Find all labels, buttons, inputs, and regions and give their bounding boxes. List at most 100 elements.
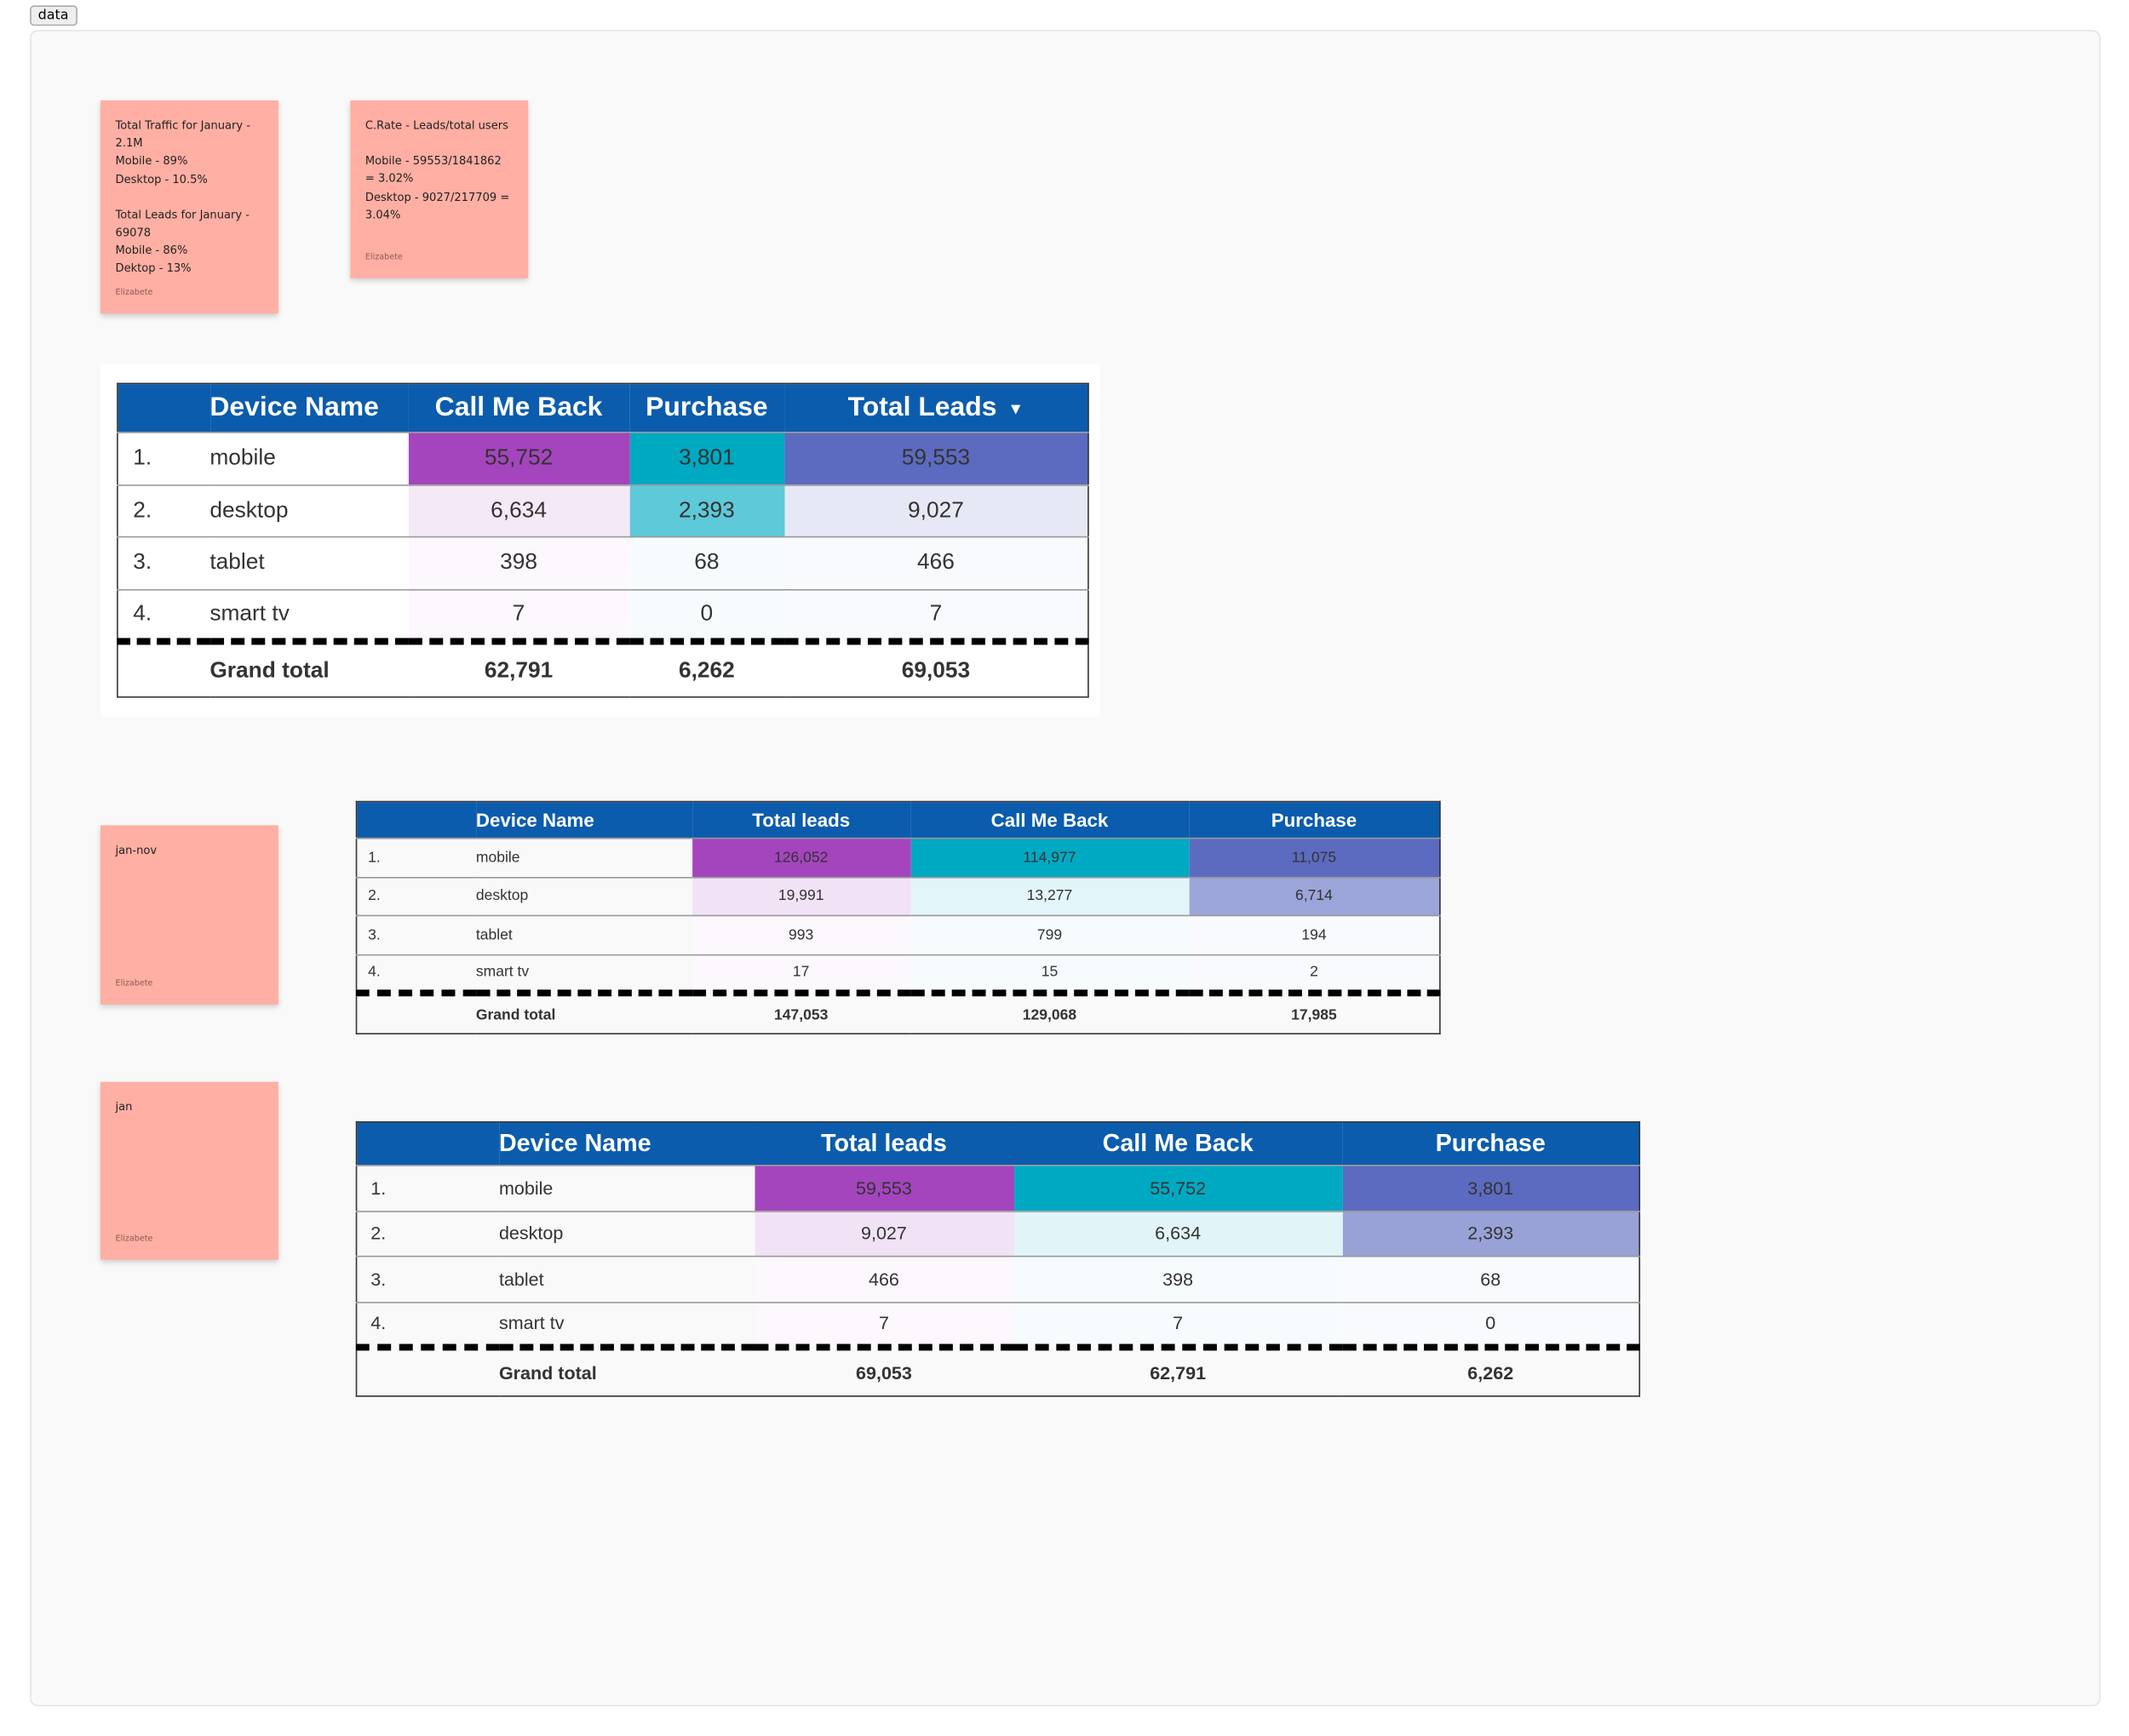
note-paragraph: Mobile - 59553/1841862 = 3.02% Desktop - …: [365, 152, 514, 224]
column-header: Call Me Back: [1013, 1121, 1343, 1166]
device-cell: mobile: [498, 1165, 755, 1212]
rank-cell: 4.: [356, 954, 476, 994]
value-cell: 3,801: [1342, 1165, 1640, 1212]
header-row: Device Name Total leads Call Me Back Purcha…: [356, 801, 1440, 839]
device-cell: tablet: [498, 1255, 755, 1303]
value-cell: 398: [1013, 1255, 1343, 1303]
device-cell: desktop: [209, 484, 409, 537]
data-row: 1. mobile 59,553 55,752 3,801: [356, 1165, 1640, 1212]
column-header: Purchase: [1188, 801, 1440, 839]
total-value: 17,985: [1188, 989, 1440, 1034]
sticky-note: jan Elizabete: [100, 1081, 278, 1260]
rank-cell: 2.: [117, 484, 210, 537]
device-cell: smart tv: [498, 1301, 755, 1348]
total-row: Grand total 147,053 129,068 17,985: [356, 989, 1440, 1034]
column-header: Device Name: [498, 1121, 755, 1166]
value-cell: 11,075: [1188, 837, 1440, 877]
tab[interactable]: data: [30, 5, 77, 26]
data-row: 4. smart tv 7 7 0: [356, 1301, 1640, 1348]
device-cell: desktop: [498, 1210, 755, 1257]
value-cell: 993: [691, 914, 911, 954]
device-cell: desktop: [475, 876, 692, 916]
value-cell: 466: [754, 1255, 1014, 1303]
sticky-note: Total Traffic for January - 2.1M Mobile -…: [100, 100, 278, 314]
total-value: 6,262: [629, 638, 784, 697]
value-cell: 55,752: [1013, 1165, 1343, 1212]
value-cell: 194: [1188, 914, 1440, 954]
note-paragraph: jan: [116, 1098, 264, 1116]
note-line: C.Rate - Leads/total users: [364, 117, 508, 132]
note-line: Mobile - 89%: [115, 153, 188, 168]
sort-arrow[interactable]: ▼: [1007, 398, 1024, 418]
value-cell: 3,801: [629, 432, 784, 485]
sticky-note: C.Rate - Leads/total users Mobile - 59553…: [350, 100, 529, 278]
value-cell: 13,277: [910, 876, 1189, 916]
data-table: Device Name Total leads Call Me Back Purcha…: [355, 800, 1441, 1034]
rank-cell: 1.: [117, 432, 210, 485]
value-cell: 7: [754, 1301, 1014, 1348]
note-paragraph: Total Traffic for January - 2.1M Mobile -…: [116, 117, 264, 188]
total-label: Grand total: [498, 1344, 755, 1396]
note-author: Elizabete: [115, 978, 153, 988]
value-cell: 2,393: [629, 484, 784, 537]
data-row: 2. desktop 6,634 2,393 9,027: [117, 484, 1088, 537]
value-cell: 7: [783, 588, 1088, 642]
value-cell: 59,553: [783, 432, 1088, 485]
note-paragraph: jan-nov: [116, 842, 264, 860]
header-cell: [356, 801, 476, 839]
note-paragraph: Total Leads for January - 69078 Mobile - …: [116, 206, 264, 278]
total-label: Grand total: [209, 638, 409, 697]
value-cell: 7: [408, 588, 630, 642]
value-cell: 7: [1013, 1301, 1343, 1348]
total-value: 69,053: [754, 1344, 1014, 1396]
value-cell: 9,027: [754, 1210, 1014, 1257]
column-header: Call Me Back: [408, 383, 630, 433]
note-line: jan: [115, 1099, 133, 1114]
value-cell: 68: [629, 536, 784, 589]
header-row: Device Name Total leads Call Me Back Purcha…: [356, 1121, 1640, 1166]
header-row: Device Name Call Me Back Purchase Total Lea…: [117, 383, 1088, 433]
data-row: 3. tablet 466 398 68: [356, 1255, 1640, 1303]
column-header: Call Me Back: [910, 801, 1189, 839]
value-cell: 2: [1188, 954, 1440, 994]
device-cell: smart tv: [475, 954, 692, 994]
total-value: 6,262: [1342, 1344, 1640, 1396]
note-line: Dektop - 13%: [115, 261, 192, 275]
note-line: jan-nov: [115, 843, 158, 857]
value-cell: 68: [1342, 1255, 1640, 1303]
value-cell: 114,977: [910, 837, 1189, 877]
note-paragraph: C.Rate - Leads/total users: [365, 117, 514, 135]
value-cell: 2,393: [1342, 1210, 1640, 1257]
note-line: Total Leads for January - 69078: [115, 207, 250, 239]
rank-cell: 4.: [117, 588, 210, 642]
column-header: Total Leads ▼: [783, 383, 1088, 433]
note-line: Mobile - 86%: [115, 243, 188, 257]
data-row: 3. tablet 993 799 194: [356, 914, 1440, 954]
value-cell: 6,634: [1013, 1210, 1343, 1257]
data-row: 1. mobile 55,752 3,801 59,553: [117, 432, 1088, 485]
value-cell: 59,553: [754, 1165, 1014, 1212]
rank-cell: 2.: [356, 1210, 499, 1257]
device-cell: mobile: [475, 837, 692, 877]
value-cell: 15: [910, 954, 1189, 994]
rank-cell: 3.: [356, 914, 476, 954]
total-spacer: [356, 989, 476, 1034]
data-row: 4. smart tv 7 0 7: [117, 588, 1088, 642]
value-cell: 799: [910, 914, 1189, 954]
rank-cell: 4.: [356, 1301, 499, 1348]
rank-cell: 1.: [356, 1165, 499, 1212]
value-cell: 6,714: [1188, 876, 1440, 916]
rank-cell: 3.: [356, 1255, 499, 1303]
value-cell: 17: [691, 954, 911, 994]
device-cell: tablet: [475, 914, 692, 954]
device-cell: mobile: [209, 432, 409, 485]
note-line: Desktop - 10.5%: [115, 171, 208, 186]
value-cell: 398: [408, 536, 630, 589]
data-row: 2. desktop 9,027 6,634 2,393: [356, 1210, 1640, 1257]
note-line: Mobile - 59553/1841862 = 3.02%: [364, 153, 502, 186]
column-header: Purchase: [1342, 1121, 1640, 1166]
total-label: Grand total: [475, 989, 692, 1034]
data-row: 3. tablet 398 68 466: [117, 536, 1088, 589]
device-cell: smart tv: [209, 588, 409, 642]
